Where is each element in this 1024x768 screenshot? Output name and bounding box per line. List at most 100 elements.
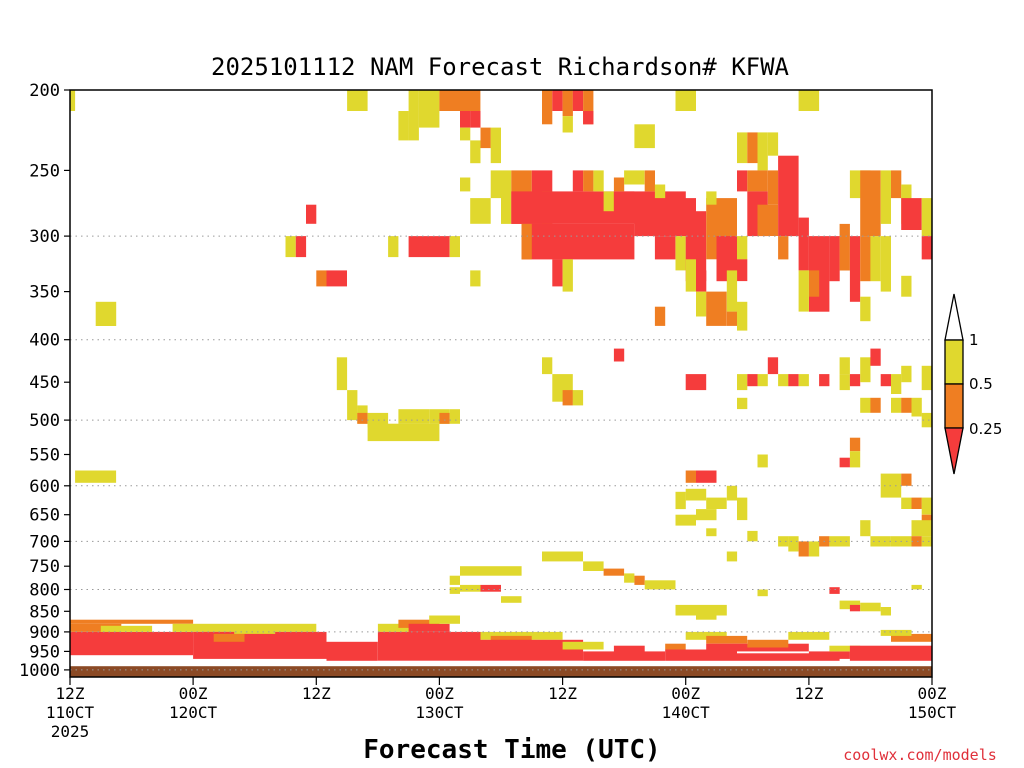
ri-cell xyxy=(747,132,758,164)
ri-cell xyxy=(849,451,861,468)
ri-cell xyxy=(706,635,748,644)
ri-cell xyxy=(367,412,389,428)
ri-cell xyxy=(460,127,471,141)
ri-cell xyxy=(675,90,696,111)
ri-cell xyxy=(367,423,440,442)
surface-fill xyxy=(70,666,932,677)
ri-cell xyxy=(757,454,768,468)
ri-cell xyxy=(95,301,117,326)
ri-cell xyxy=(767,357,779,375)
ri-cell xyxy=(388,236,399,258)
ri-cell xyxy=(870,236,881,282)
ri-cell xyxy=(849,374,861,387)
ri-cell xyxy=(839,223,850,271)
ri-cell xyxy=(706,528,717,537)
pressure-gridlines xyxy=(70,235,932,671)
ri-cell xyxy=(624,573,635,583)
ri-cell xyxy=(880,607,891,616)
ri-cell xyxy=(295,236,307,258)
x-tick-label: 120CT xyxy=(169,703,218,722)
y-tick-label: 350 xyxy=(29,283,60,303)
ri-cell xyxy=(829,236,840,282)
ri-cell xyxy=(644,580,676,590)
ri-cell xyxy=(408,90,419,141)
ri-cell xyxy=(880,236,891,292)
colorbar-bottom-arrow xyxy=(944,427,964,475)
y-tick-label: 500 xyxy=(29,411,60,431)
ri-cell xyxy=(501,170,512,224)
ri-cell xyxy=(891,170,902,199)
x-tick-label: 00Z xyxy=(671,684,700,703)
x-tick-label: 12Z xyxy=(794,684,823,703)
ri-cell xyxy=(613,177,625,192)
ri-cell xyxy=(747,639,789,648)
ri-cell xyxy=(460,566,522,576)
ri-cell xyxy=(347,90,368,111)
x-tick-label: 110CT xyxy=(46,703,95,722)
ri-cell xyxy=(849,236,861,302)
ri-cell xyxy=(675,236,686,271)
x-tick-label: 130CT xyxy=(415,703,464,722)
x-tick-label: 12Z xyxy=(548,684,577,703)
ri-cell xyxy=(737,397,748,410)
y-tick-label: 700 xyxy=(29,532,60,552)
ri-cell xyxy=(716,236,737,282)
ri-cell xyxy=(470,270,481,287)
ri-cell xyxy=(880,374,891,387)
y-tick-label: 200 xyxy=(29,81,60,101)
ri-cell xyxy=(562,390,573,406)
ri-cell xyxy=(685,488,707,501)
ri-cell xyxy=(706,291,727,326)
x-tick-label: 150CT xyxy=(908,703,957,722)
ri-cell xyxy=(685,631,727,640)
ri-cell xyxy=(480,584,501,592)
ri-cell xyxy=(480,639,584,661)
ri-cell xyxy=(911,584,922,590)
ri-cell xyxy=(562,641,604,650)
ri-cell xyxy=(490,170,501,199)
ri-cell xyxy=(880,170,891,224)
ri-cell xyxy=(634,124,655,149)
ri-cell xyxy=(901,473,912,486)
colorbar-label-0-25: 0.25 xyxy=(969,420,1002,438)
ri-cell xyxy=(552,90,563,111)
ri-cell xyxy=(562,259,573,292)
ri-cell xyxy=(798,270,809,312)
ri-cell xyxy=(778,536,789,547)
ri-cell xyxy=(326,270,347,287)
ri-cell xyxy=(788,374,799,387)
x-tick-label: 00Z xyxy=(179,684,208,703)
y-tick-label: 600 xyxy=(29,477,60,497)
ri-cell xyxy=(696,509,717,521)
ri-cell xyxy=(613,348,625,362)
ri-cell xyxy=(634,575,645,585)
y-tick-label: 650 xyxy=(29,506,60,526)
ri-cell xyxy=(654,184,666,212)
ri-cell xyxy=(75,470,117,483)
ri-cell xyxy=(521,223,532,260)
ri-cell xyxy=(778,155,799,237)
source-credit: coolwx.com/models xyxy=(843,746,997,764)
ri-cell xyxy=(860,236,871,282)
ri-cell xyxy=(891,397,902,413)
ri-cell xyxy=(726,270,738,312)
ri-cell xyxy=(737,236,748,260)
ri-cell xyxy=(613,645,645,654)
ri-cell xyxy=(849,645,932,661)
ri-cell xyxy=(921,236,932,260)
ri-cell xyxy=(418,90,440,128)
ri-cell xyxy=(891,633,932,642)
ri-cell xyxy=(747,170,768,192)
ri-cell xyxy=(624,170,645,185)
ri-cell xyxy=(398,409,430,424)
colorbar-label-0-5: 0.5 xyxy=(969,375,993,393)
ri-cell xyxy=(542,551,583,562)
ri-cell xyxy=(665,643,686,650)
y-tick-label: 850 xyxy=(29,602,60,622)
ri-cell xyxy=(613,191,635,212)
ri-cell xyxy=(921,412,932,428)
colorbar-label-1: 1 xyxy=(969,331,979,349)
ri-cell xyxy=(100,625,153,632)
ri-cell xyxy=(901,365,912,383)
